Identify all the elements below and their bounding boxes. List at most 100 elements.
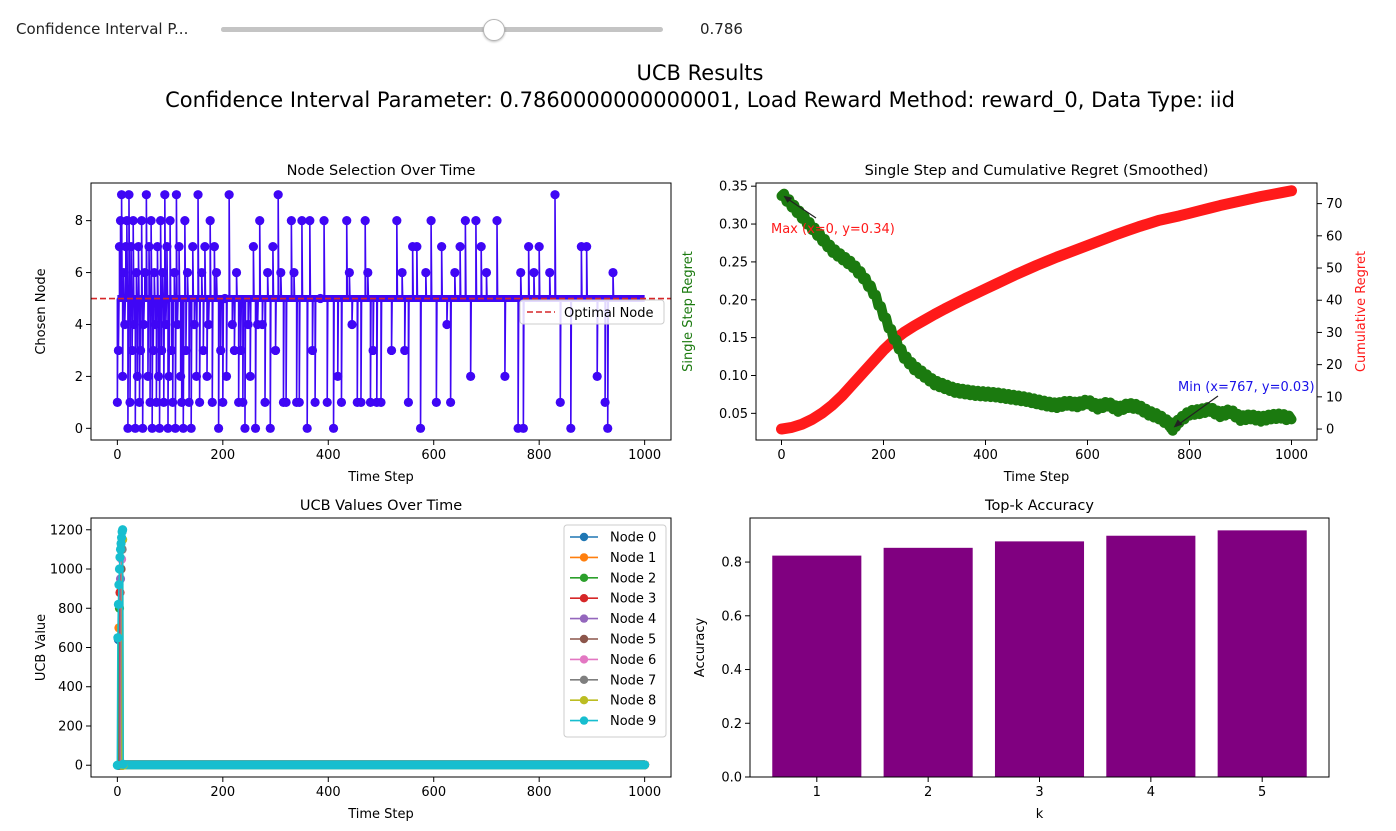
selection-point bbox=[154, 423, 165, 433]
ucb-values-xtick-label: 400 bbox=[316, 785, 341, 800]
legend-optimal-label: Optimal Node bbox=[564, 306, 654, 321]
node-selection-xlabel: Time Step bbox=[347, 470, 414, 485]
selection-point bbox=[257, 319, 267, 330]
selection-point bbox=[126, 242, 136, 252]
ucb-values-xtick-label: 1000 bbox=[628, 785, 661, 800]
selection-point bbox=[437, 242, 447, 252]
node-selection-title: Node Selection Over Time bbox=[287, 163, 476, 179]
selection-point bbox=[144, 242, 154, 252]
ucb-series-point-9 bbox=[114, 564, 125, 574]
selection-point bbox=[220, 293, 230, 304]
slider-handle[interactable] bbox=[482, 19, 505, 41]
selection-point bbox=[545, 267, 555, 278]
ucb-legend-swatch-marker bbox=[579, 716, 589, 725]
topk-accuracy-ytick-label: 0.4 bbox=[721, 663, 742, 678]
topk-xtick-label: 5 bbox=[1258, 785, 1266, 800]
ucb-legend-swatch-marker bbox=[579, 614, 589, 623]
selection-point bbox=[218, 397, 228, 407]
regret-ytick-right-label: 30 bbox=[1326, 326, 1343, 341]
selection-point bbox=[265, 423, 275, 433]
selection-point bbox=[198, 345, 208, 356]
topk-accuracy-ytick-label: 0.6 bbox=[721, 609, 742, 624]
selection-point bbox=[550, 190, 560, 200]
node-selection-xtick-label: 800 bbox=[527, 448, 552, 463]
selection-point bbox=[152, 242, 163, 252]
regret-frame bbox=[755, 182, 1318, 441]
selection-point bbox=[130, 423, 140, 433]
selection-point bbox=[135, 345, 146, 356]
selection-point bbox=[421, 267, 431, 278]
selection-point bbox=[471, 216, 481, 226]
ucb-legend-label: Node 1 bbox=[610, 551, 656, 566]
regret-ytick-right-label: 0 bbox=[1326, 423, 1334, 438]
selection-point bbox=[160, 190, 170, 200]
selection-point bbox=[307, 345, 318, 356]
node-selection-xtick-label: 400 bbox=[316, 448, 341, 463]
selection-point bbox=[294, 397, 304, 407]
selection-point bbox=[342, 216, 352, 226]
selection-point bbox=[120, 319, 130, 330]
selection-point bbox=[164, 371, 174, 381]
topk-xtick-label: 4 bbox=[1147, 785, 1155, 800]
selection-point bbox=[200, 242, 210, 252]
selection-point bbox=[426, 216, 436, 226]
selection-point bbox=[500, 371, 510, 381]
slider-track[interactable] bbox=[221, 27, 663, 32]
selection-point bbox=[250, 423, 261, 433]
regret-ytick-label: 0.20 bbox=[719, 293, 748, 308]
max-annotation-arrowhead bbox=[783, 195, 793, 203]
selection-point bbox=[524, 242, 534, 252]
regret-ylabel-right: Cumulative Regret bbox=[1354, 251, 1369, 372]
ucb-legend-swatch-marker bbox=[579, 634, 589, 644]
ucb-series-point-9 bbox=[113, 599, 124, 609]
ucb-values-ytick-label: 1200 bbox=[50, 523, 83, 538]
selection-point bbox=[118, 371, 128, 381]
selection-point bbox=[455, 242, 465, 252]
selection-point bbox=[195, 397, 205, 407]
node-selection-ylabel: Chosen Node bbox=[34, 268, 49, 354]
topk-accuracy-ytick-label: 0.2 bbox=[721, 717, 742, 732]
regret-ytick-label: 0.25 bbox=[719, 255, 748, 270]
regret-title: Single Step and Cumulative Regret (Smoot… bbox=[865, 163, 1209, 179]
topk-xtick-label: 3 bbox=[1035, 785, 1043, 800]
selection-point bbox=[534, 242, 544, 252]
selection-point bbox=[263, 267, 273, 278]
selection-point bbox=[476, 242, 486, 252]
ucb-values-xtick-label: 0 bbox=[113, 785, 121, 800]
selection-point bbox=[310, 397, 320, 407]
topk-accuracy-title: Top-k Accuracy bbox=[984, 498, 1094, 514]
selection-point bbox=[481, 267, 492, 278]
selection-point bbox=[167, 345, 177, 356]
selection-point bbox=[184, 397, 194, 407]
selection-point bbox=[603, 423, 613, 433]
node-selection-legend: Optimal Node bbox=[519, 299, 665, 325]
selection-point bbox=[365, 397, 376, 407]
selection-point bbox=[162, 242, 172, 252]
selection-point bbox=[255, 216, 265, 226]
node-selection-xtick-label: 0 bbox=[113, 448, 121, 463]
max-annotation-label: Max (x=0, y=0.34) bbox=[771, 222, 895, 237]
selection-point bbox=[145, 397, 155, 407]
selection-point bbox=[460, 216, 470, 226]
ucb-legend-swatch-marker bbox=[579, 675, 589, 684]
selection-point bbox=[146, 216, 156, 226]
topk-accuracy-ytick-label: 0.0 bbox=[721, 771, 742, 786]
selection-point bbox=[159, 397, 169, 407]
selection-point bbox=[156, 216, 166, 226]
selection-point bbox=[203, 319, 214, 330]
selection-point bbox=[400, 345, 410, 356]
topk-accuracy-xlabel: k bbox=[1036, 807, 1044, 822]
selection-point bbox=[344, 267, 354, 278]
selection-point bbox=[140, 267, 150, 278]
selection-point bbox=[124, 190, 134, 200]
selection-point bbox=[260, 397, 270, 407]
ucb-values-legend: Node 0 Node 1 Node 2 Node 3 Node 4 Node 5 Node… bbox=[563, 524, 667, 738]
selection-point bbox=[137, 216, 147, 226]
selection-point bbox=[115, 216, 126, 226]
selection-point bbox=[171, 190, 182, 200]
ucb-values-ylabel: UCB Value bbox=[34, 614, 49, 681]
accuracy-bar-k3 bbox=[994, 541, 1085, 777]
selection-point bbox=[368, 345, 378, 356]
selection-point bbox=[248, 242, 258, 252]
